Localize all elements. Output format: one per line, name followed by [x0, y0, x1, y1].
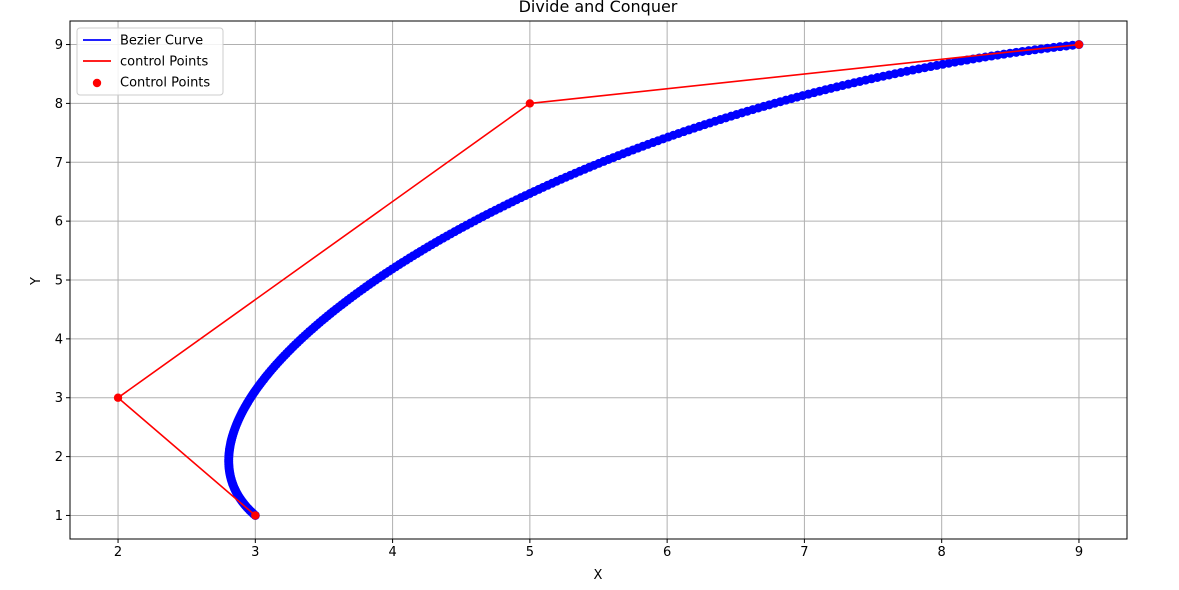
- x-tick-label: 3: [251, 545, 259, 560]
- legend-entry-label: Bezier Curve: [120, 34, 203, 49]
- control-polygon-line: [116, 43, 1080, 517]
- y-tick-label: 6: [55, 215, 63, 230]
- y-tick-label: 1: [55, 509, 63, 524]
- control-point-marker: [525, 99, 535, 108]
- x-tick-label: 4: [388, 545, 396, 560]
- x-tick-label: 5: [526, 545, 534, 560]
- x-tick-label: 8: [938, 545, 946, 560]
- bezier-curve-line: [227, 43, 1080, 517]
- control-point-marker: [251, 511, 260, 520]
- y-tick-label: 7: [55, 156, 63, 171]
- legend-box: [76, 27, 224, 96]
- legend-entry-label: Control Points: [120, 76, 210, 91]
- control-point-marker: [113, 393, 123, 402]
- x-tick-label: 6: [663, 545, 671, 560]
- x-tick-label: 2: [114, 545, 122, 560]
- y-tick-label: 9: [55, 38, 63, 53]
- y-tick-label: 3: [55, 391, 63, 406]
- legend-entry-label: control Points: [120, 55, 208, 70]
- x-axis-label: X: [594, 568, 603, 583]
- x-tick-label: 7: [800, 545, 808, 560]
- y-tick-label: 4: [55, 332, 63, 347]
- y-axis-label: Y: [29, 277, 44, 286]
- y-tick-label: 2: [55, 450, 63, 465]
- legend: Bezier Curve control Points Control Points: [76, 27, 224, 96]
- legend-marker-swatch: [92, 78, 102, 88]
- control-point-marker: [1074, 40, 1084, 49]
- x-tick-label: 9: [1075, 545, 1083, 560]
- y-tick-label: 8: [55, 97, 63, 112]
- plot-area: 2 3 4 5 6 7 8 9 1 2 3 4 5 6 7 8 9: [55, 20, 1128, 560]
- chart-title: Divide and Conquer: [519, 0, 678, 16]
- y-tick-label: 5: [55, 274, 63, 289]
